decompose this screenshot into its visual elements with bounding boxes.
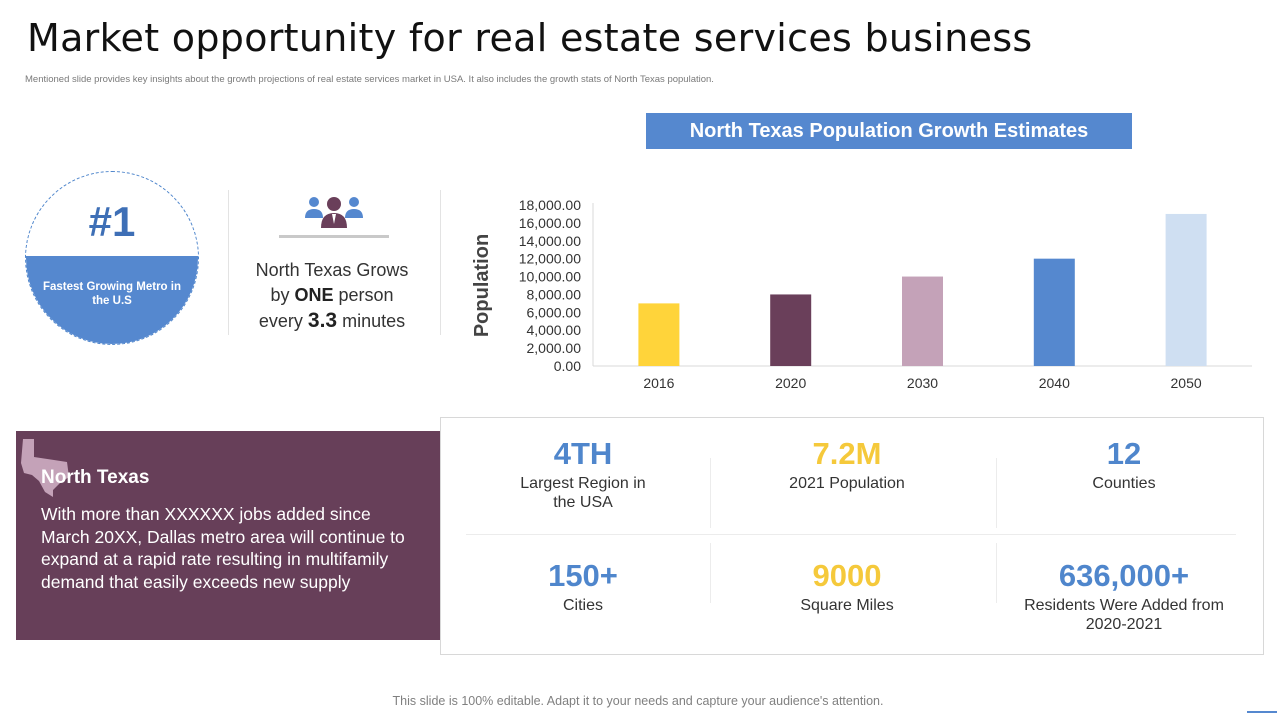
stat-label: Cities: [562, 597, 603, 614]
north-texas-title: North Texas: [41, 467, 150, 488]
divider: [996, 543, 997, 603]
x-tick-label: 2016: [643, 375, 674, 391]
badge-rank: #1: [88, 198, 136, 245]
rank-badge: #1 Fastest Growing Metro in the U.S: [25, 171, 199, 345]
stat-item: 9000 Square Miles: [710, 558, 984, 615]
growth-one: ONE: [294, 285, 334, 305]
stat-label: Largest Region in the USA: [520, 475, 646, 511]
stat-item: 636,000+ Residents Were Added from 2020-…: [987, 558, 1261, 634]
y-tick-label: 14,000.00: [519, 233, 581, 249]
stat-value: 636,000+: [1058, 558, 1190, 593]
stat-label: Residents Were Added from 2020-2021: [1024, 597, 1224, 633]
stat-item: 4TH Largest Region in the USA: [446, 436, 720, 512]
x-tick-label: 2040: [1039, 375, 1070, 391]
divider: [710, 543, 711, 603]
stat-label: Square Miles: [800, 597, 894, 614]
footer-note: This slide is 100% editable. Adapt it to…: [392, 694, 884, 708]
x-tick-label: 2020: [775, 375, 806, 391]
page-title: Market opportunity for real estate servi…: [27, 16, 1033, 60]
north-texas-body: With more than XXXXXX jobs added since M…: [41, 504, 405, 592]
bar-2020: [770, 294, 812, 366]
y-tick-label: 10,000.00: [519, 269, 581, 285]
stat-item: 12 Counties: [987, 436, 1261, 493]
bar-2050: [1165, 213, 1207, 366]
badge-fill: [26, 256, 198, 344]
stat-value: 12: [1106, 436, 1142, 471]
growth-line-1: North Texas Grows: [255, 260, 409, 280]
growth-rate-text: North Texas Grows by ONE person every 3.…: [232, 258, 432, 334]
page-subtitle: Mentioned slide provides key insights ab…: [25, 74, 714, 85]
stat-value: 9000: [812, 558, 882, 593]
stat-item: 150+ Cities: [446, 558, 720, 615]
stat-value: 150+: [548, 558, 618, 593]
y-tick-label: 18,000.00: [519, 197, 581, 213]
texas-map-icon: [21, 439, 69, 497]
divider: [996, 458, 997, 528]
stat-item: 7.2M 2021 Population: [710, 436, 984, 493]
corner-mark: [1247, 711, 1277, 713]
growth-minutes: 3.3: [307, 309, 338, 332]
bar-2016: [638, 303, 680, 366]
y-tick-label: 4,000.00: [527, 322, 582, 338]
stat-value: 4TH: [553, 436, 613, 471]
y-tick-label: 6,000.00: [527, 304, 582, 320]
x-tick-label: 2030: [907, 375, 938, 391]
bar-2030: [902, 276, 943, 366]
y-tick-label: 16,000.00: [519, 215, 581, 231]
y-tick-label: 0.00: [554, 358, 581, 374]
growth-line-2: by ONE person: [270, 285, 394, 305]
x-tick-label: 2050: [1171, 375, 1202, 391]
y-tick-label: 2,000.00: [527, 340, 582, 356]
divider: [710, 458, 711, 528]
badge-label: Fastest Growing Metro in the U.S: [42, 281, 181, 307]
divider: [228, 190, 229, 335]
y-axis-label: Population: [471, 234, 493, 337]
population-bar-chart: 0.00 2,000.00 4,000.00 6,000.00 8,000.0010,0…: [471, 197, 1252, 391]
chart-title: North Texas Population Growth Estimates: [646, 113, 1132, 149]
people-group-icon: [305, 197, 363, 228]
stats-grid: 4TH Largest Region in the USA 7.2M 2021 …: [440, 417, 1264, 655]
divider: [466, 534, 1236, 535]
stat-value: 7.2M: [812, 436, 882, 471]
divider: [440, 190, 441, 335]
y-tick-label: 8,000.00: [527, 286, 582, 302]
north-texas-panel: North Texas With more than XXXXXX jobs a…: [16, 431, 440, 640]
bar-2040: [1033, 258, 1075, 366]
stat-label: Counties: [1092, 475, 1156, 492]
stat-label: 2021 Population: [789, 475, 905, 492]
growth-line-3: every 3.3 minutes: [258, 309, 406, 332]
y-tick-label: 12,000.00: [519, 251, 581, 267]
separator-line: [279, 235, 389, 238]
